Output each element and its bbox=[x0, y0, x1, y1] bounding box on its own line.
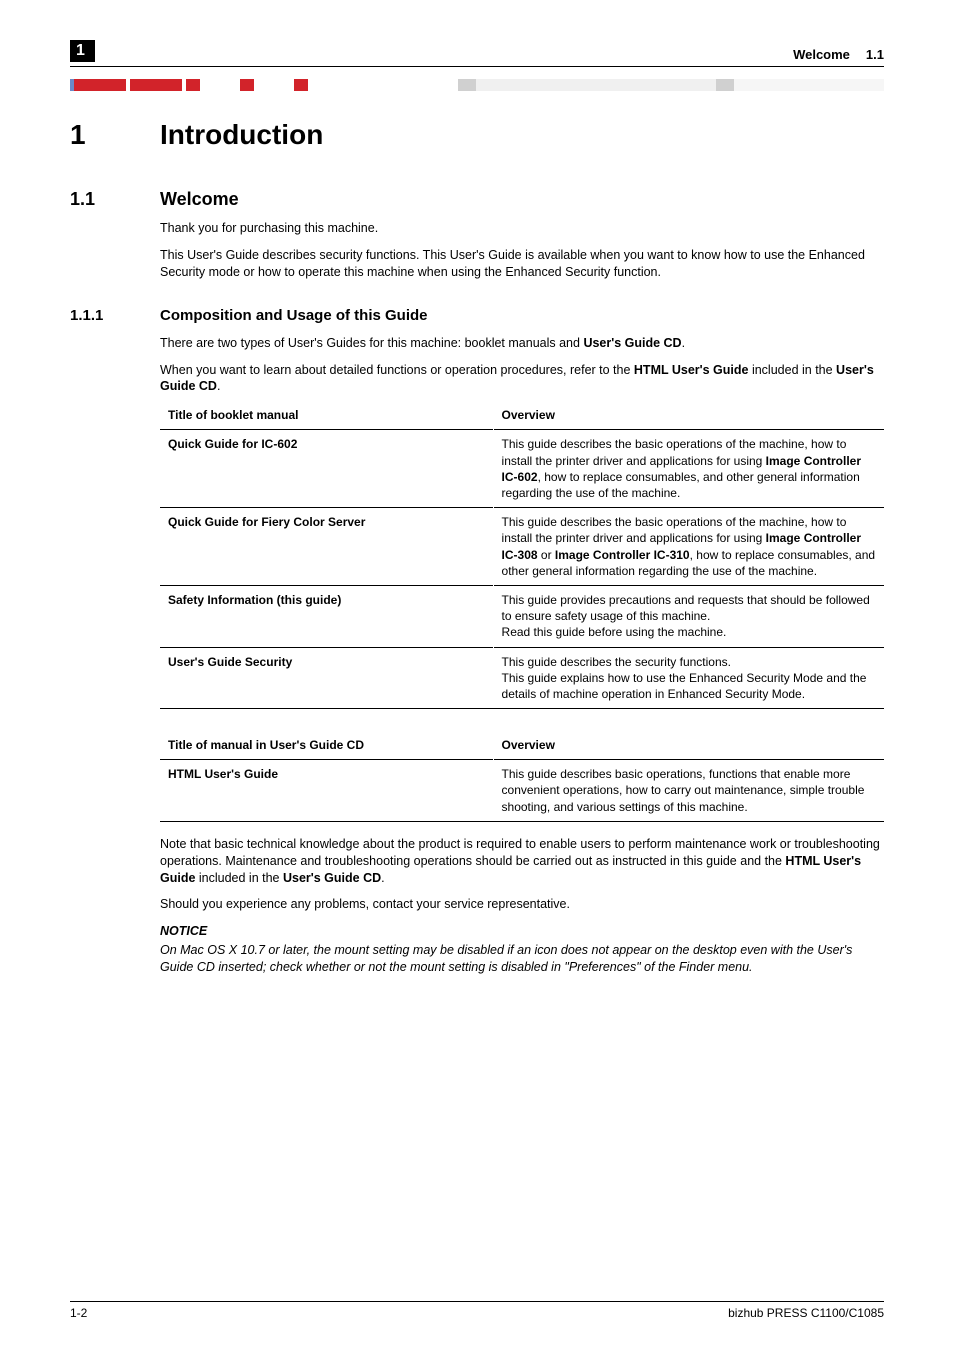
text: Note that basic technical knowledge abou… bbox=[160, 837, 880, 868]
header-section-title: Welcome bbox=[793, 47, 850, 62]
note-p1: Note that basic technical knowledge abou… bbox=[160, 836, 884, 887]
header-section-number: 1.1 bbox=[866, 47, 884, 62]
table-row: HTML User's Guide This guide describes b… bbox=[160, 760, 884, 822]
h3-title: Composition and Usage of this Guide bbox=[160, 307, 428, 324]
h1-number: 1 bbox=[70, 119, 120, 151]
deco-segment bbox=[294, 79, 308, 91]
welcome-p2: This User's Guide describes security fun… bbox=[160, 247, 884, 281]
decorative-bar bbox=[70, 79, 884, 91]
deco-segment bbox=[458, 79, 476, 91]
text: . bbox=[682, 336, 685, 350]
text-bold: User's Guide CD bbox=[583, 336, 681, 350]
deco-segment bbox=[130, 79, 182, 91]
text-bold: Image Controller IC-310 bbox=[555, 548, 690, 562]
deco-segment bbox=[308, 79, 458, 91]
text: or bbox=[538, 548, 555, 562]
table-cell: This guide describes the basic operation… bbox=[493, 430, 884, 508]
text: , how to replace consumables, and other … bbox=[502, 470, 860, 500]
table-header: Title of manual in User's Guide CD bbox=[160, 735, 493, 760]
welcome-body: Thank you for purchasing this machine. T… bbox=[160, 220, 884, 281]
h1-title: Introduction bbox=[160, 119, 323, 150]
table-cell: This guide provides precautions and requ… bbox=[493, 585, 884, 647]
deco-segment bbox=[200, 79, 240, 91]
table-header: Title of booklet manual bbox=[160, 405, 493, 430]
h3-number: 1.1.1 bbox=[70, 307, 120, 324]
note-p2: Should you experience any problems, cont… bbox=[160, 896, 884, 913]
text: This guide describes the security functi… bbox=[502, 655, 731, 669]
footer-product-name: bizhub PRESS C1100/C1085 bbox=[728, 1306, 884, 1320]
text: This guide provides precautions and requ… bbox=[502, 593, 870, 623]
document-page: 1 Welcome 1.1 1 Introduction 1.1 Welcome… bbox=[0, 0, 954, 1350]
deco-segment bbox=[716, 79, 734, 91]
page-footer: 1-2 bizhub PRESS C1100/C1085 bbox=[70, 1301, 884, 1320]
composition-p2: When you want to learn about detailed fu… bbox=[160, 362, 884, 396]
text-bold: User's Guide CD bbox=[283, 871, 381, 885]
composition-body: There are two types of User's Guides for… bbox=[160, 335, 884, 396]
table-cell: This guide describes the security functi… bbox=[493, 647, 884, 709]
table-header: Overview bbox=[493, 405, 884, 430]
table-cell: Quick Guide for Fiery Color Server bbox=[160, 508, 493, 586]
text: Read this guide before using the machine… bbox=[502, 625, 727, 639]
table-cell: User's Guide Security bbox=[160, 647, 493, 709]
table-header: Overview bbox=[493, 735, 884, 760]
text: . bbox=[217, 379, 220, 393]
text: When you want to learn about detailed fu… bbox=[160, 363, 634, 377]
chapter-tab: 1 bbox=[70, 40, 95, 62]
text: included in the bbox=[195, 871, 283, 885]
text-bold: HTML User's Guide bbox=[634, 363, 749, 377]
deco-segment bbox=[254, 79, 294, 91]
footer-row: 1-2 bizhub PRESS C1100/C1085 bbox=[70, 1306, 884, 1320]
table-cell: Safety Information (this guide) bbox=[160, 585, 493, 647]
h2-title: Welcome bbox=[160, 189, 239, 209]
header-rule bbox=[70, 66, 884, 67]
footer-rule bbox=[70, 1301, 884, 1302]
footer-page-number: 1-2 bbox=[70, 1306, 87, 1320]
booklet-manual-table: Title of booklet manual Overview Quick G… bbox=[160, 405, 884, 709]
deco-segment bbox=[240, 79, 254, 91]
table-cell: HTML User's Guide bbox=[160, 760, 493, 822]
notice-text: On Mac OS X 10.7 or later, the mount set… bbox=[160, 942, 884, 976]
text: This guide explains how to use the Enhan… bbox=[502, 671, 867, 701]
notes-body: Note that basic technical knowledge abou… bbox=[160, 836, 884, 976]
deco-segment bbox=[734, 79, 884, 91]
page-header: 1 Welcome 1.1 bbox=[70, 40, 884, 66]
welcome-p1: Thank you for purchasing this machine. bbox=[160, 220, 884, 237]
table-row: Quick Guide for Fiery Color Server This … bbox=[160, 508, 884, 586]
table-cell: Quick Guide for IC-602 bbox=[160, 430, 493, 508]
table-cell: This guide describes basic operations, f… bbox=[493, 760, 884, 822]
table-row: Safety Information (this guide) This gui… bbox=[160, 585, 884, 647]
table-row: Quick Guide for IC-602 This guide descri… bbox=[160, 430, 884, 508]
h2-number: 1.1 bbox=[70, 189, 120, 210]
header-right: Welcome 1.1 bbox=[793, 47, 884, 62]
deco-segment bbox=[74, 79, 126, 91]
text: There are two types of User's Guides for… bbox=[160, 336, 583, 350]
text: included in the bbox=[748, 363, 836, 377]
table-header-row: Title of booklet manual Overview bbox=[160, 405, 884, 430]
text: . bbox=[381, 871, 384, 885]
table-header-row: Title of manual in User's Guide CD Overv… bbox=[160, 735, 884, 760]
deco-segment bbox=[186, 79, 200, 91]
notice-label: NOTICE bbox=[160, 923, 884, 940]
heading-3-composition: 1.1.1 Composition and Usage of this Guid… bbox=[70, 307, 884, 325]
table-row: User's Guide Security This guide describ… bbox=[160, 647, 884, 709]
table-cell: This guide describes the basic operation… bbox=[493, 508, 884, 586]
heading-1: 1 Introduction bbox=[70, 119, 884, 151]
deco-segment bbox=[476, 79, 716, 91]
heading-2-welcome: 1.1 Welcome bbox=[70, 189, 884, 210]
cd-manual-table: Title of manual in User's Guide CD Overv… bbox=[160, 735, 884, 822]
composition-p1: There are two types of User's Guides for… bbox=[160, 335, 884, 352]
